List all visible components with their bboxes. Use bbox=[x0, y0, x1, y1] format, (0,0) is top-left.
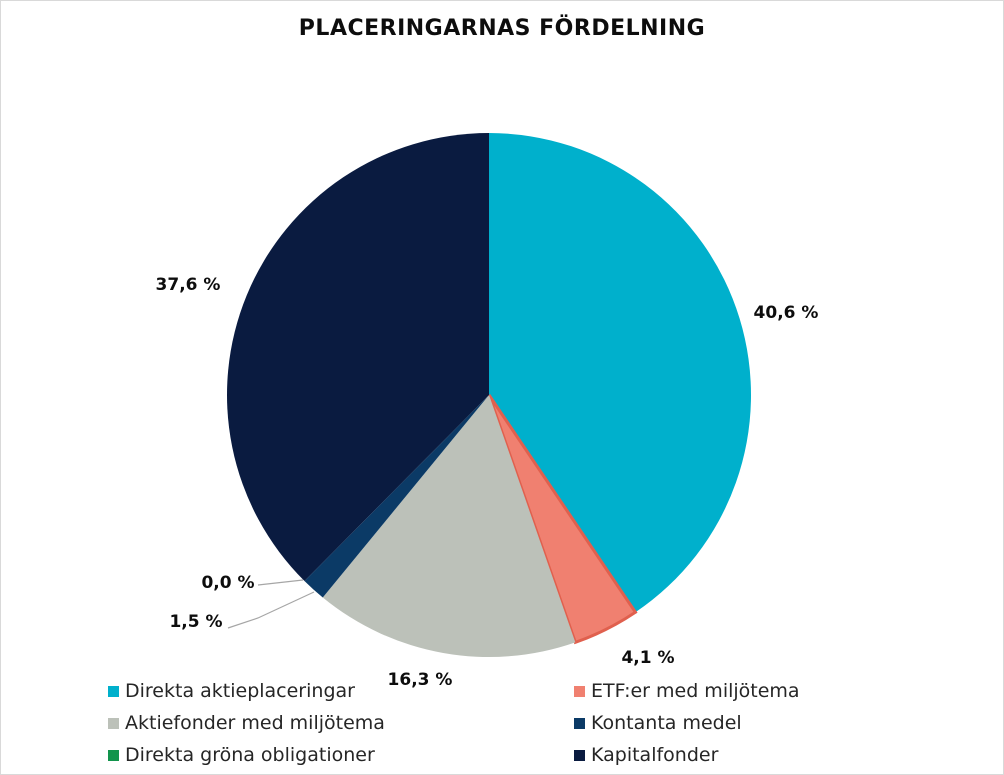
slice-label-kapitalfonder: 37,6 % bbox=[156, 275, 221, 295]
pie-slice-aktiefonder-med-milj-tema bbox=[322, 395, 576, 658]
slice-labels: 40,6 % 4,1 % 16,3 % 0,0 % 1,5 % 37,6 % bbox=[156, 275, 819, 690]
pie-slice-direkta-aktieplaceringar bbox=[489, 133, 751, 613]
pie-slices bbox=[226, 133, 751, 658]
slice-label-kontanta-medel: 1,5 % bbox=[169, 612, 222, 632]
slice-label-direkta-gr-na-obligationer: 0,0 % bbox=[201, 573, 254, 593]
leader-line-direkta-gr-na-obligationer bbox=[257, 579, 304, 586]
pie-slice-kontanta-medel bbox=[304, 395, 489, 598]
leader-line-kontanta-medel bbox=[227, 591, 315, 629]
pie-slice-kapitalfonder bbox=[226, 133, 489, 581]
pie-slice-etf-er-med-milj-tema bbox=[487, 394, 638, 645]
slice-label-direkta-aktieplaceringar: 40,6 % bbox=[754, 303, 819, 323]
leader-lines bbox=[227, 579, 315, 629]
slice-label-etf-er-med-milj-tema: 4,1 % bbox=[621, 648, 674, 668]
chart-title: PLACERINGARNAS FÖRDELNING bbox=[298, 16, 706, 41]
slice-label-aktiefonder-med-milj-tema: 16,3 % bbox=[388, 670, 453, 690]
